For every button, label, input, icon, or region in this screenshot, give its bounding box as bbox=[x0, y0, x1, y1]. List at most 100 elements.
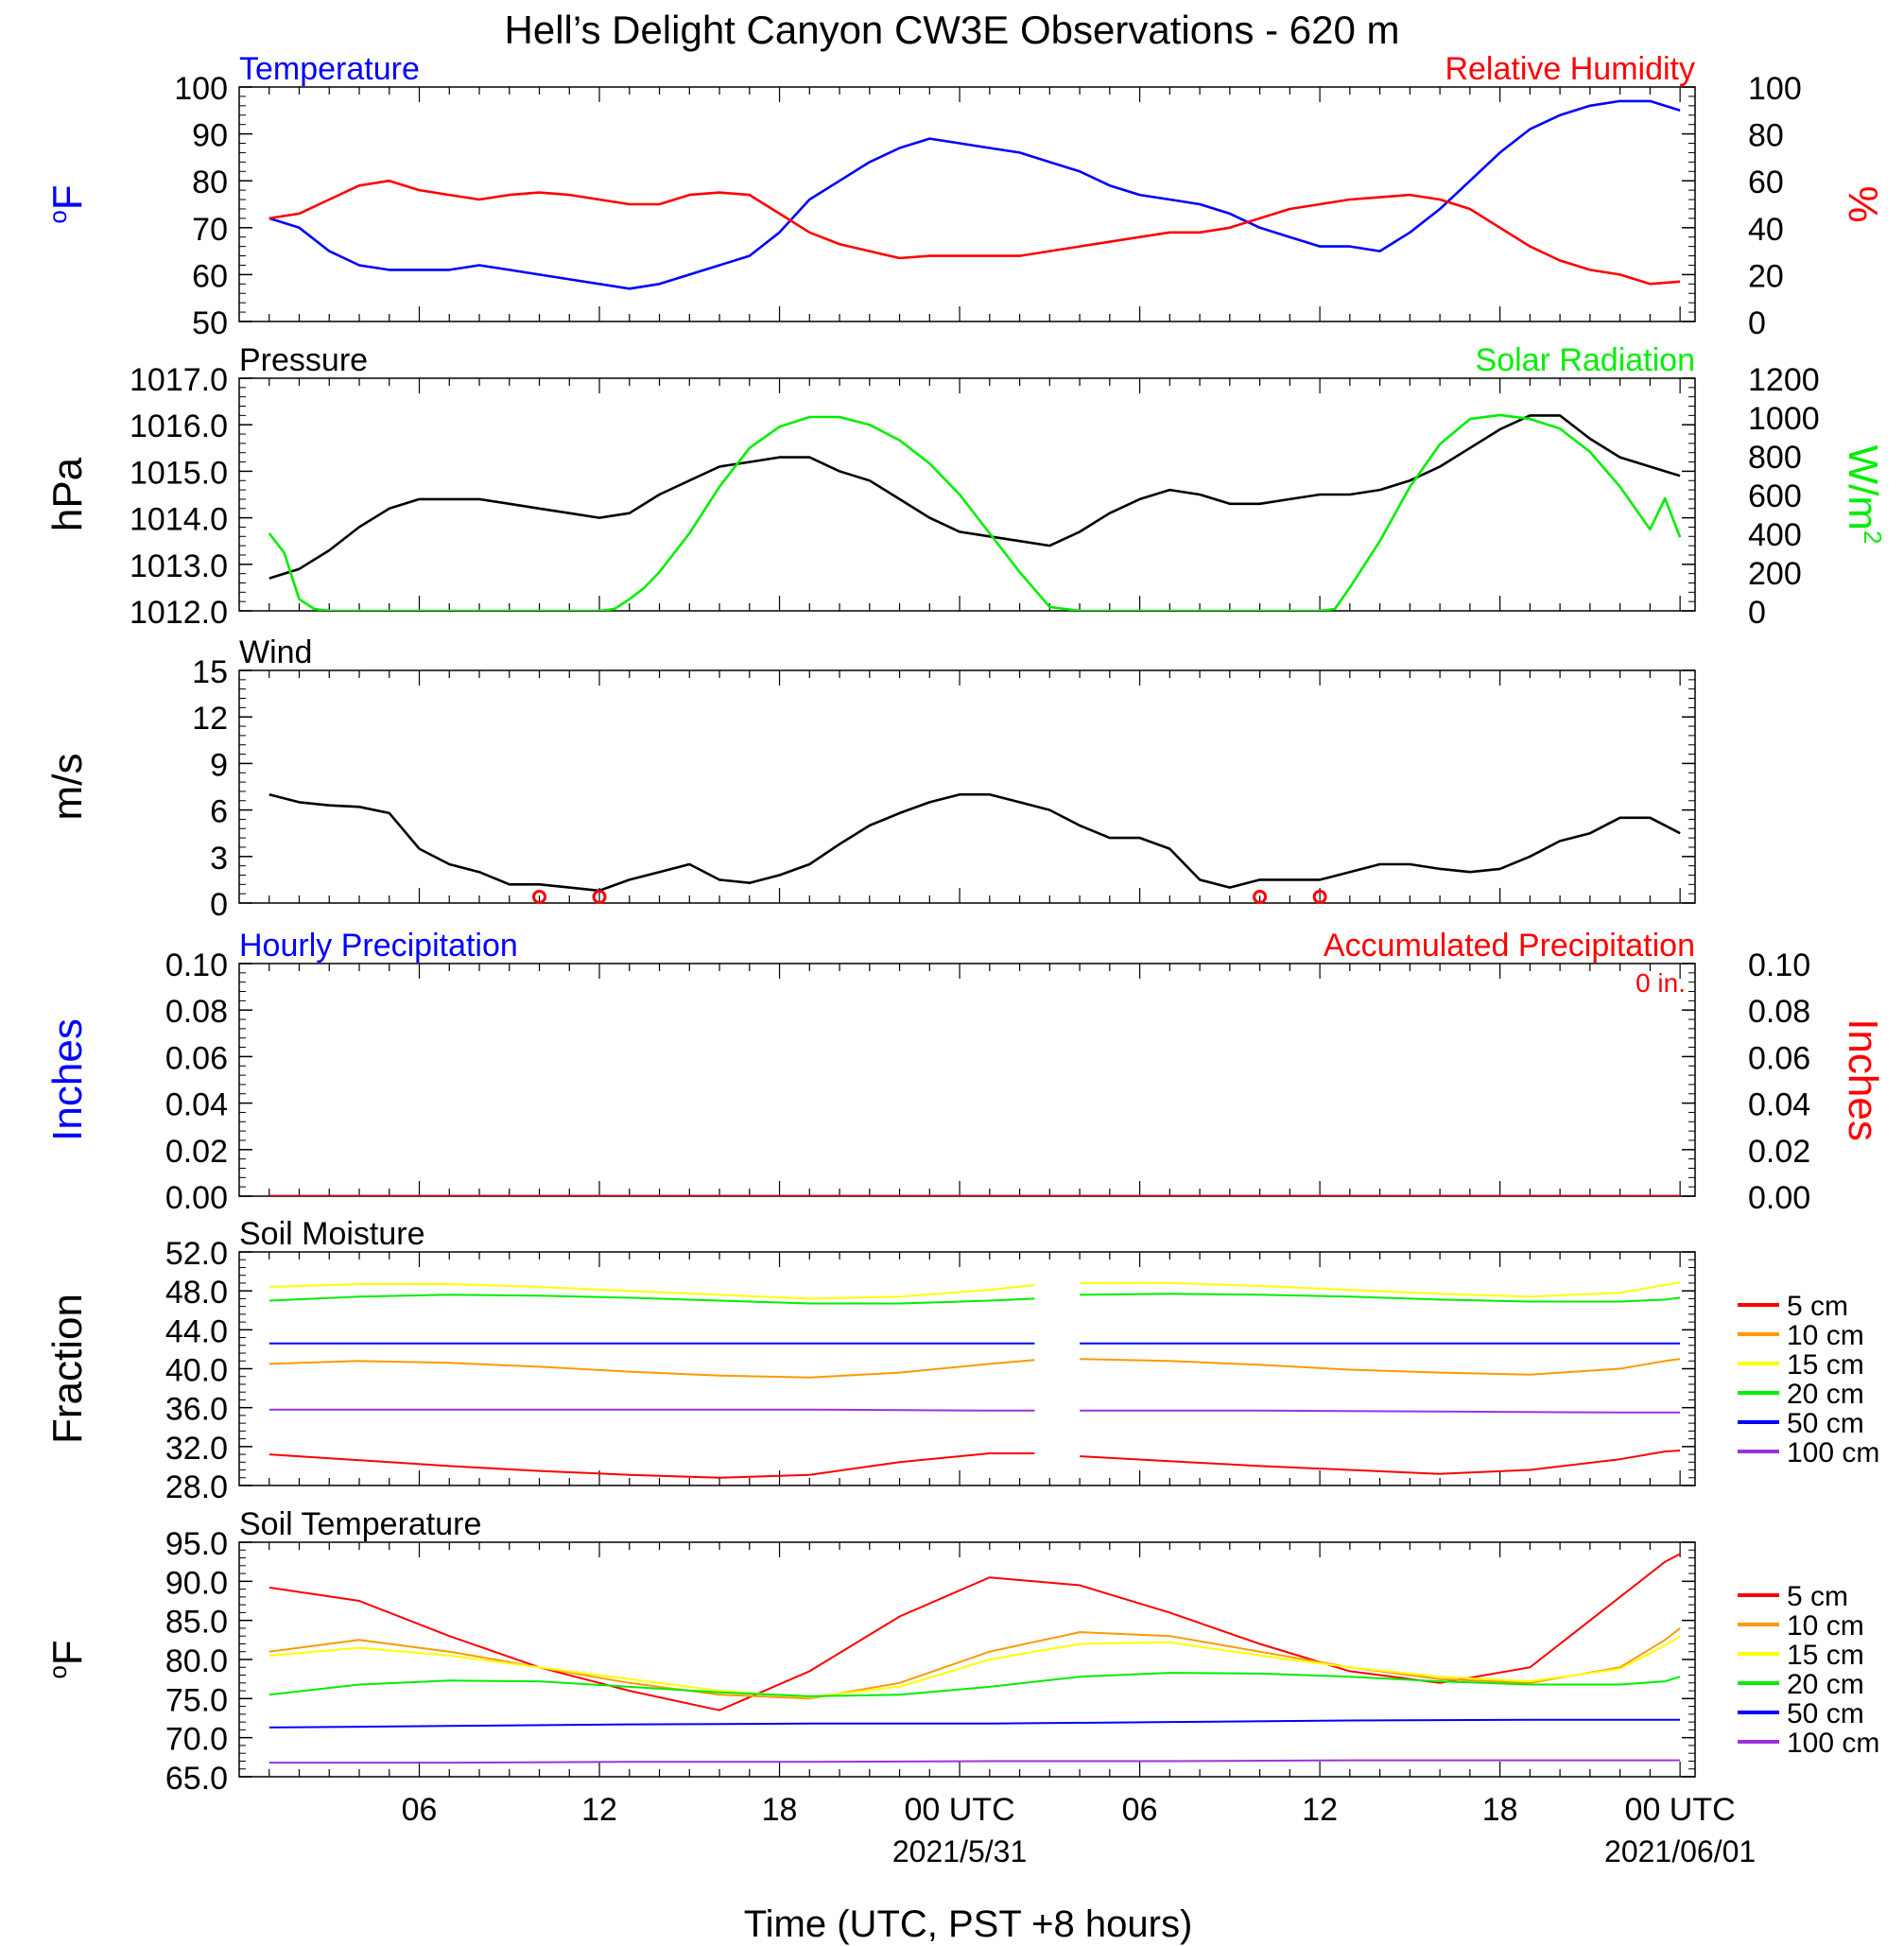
panel-right-label: Solar Radiation bbox=[1476, 342, 1695, 378]
unit-f: F bbox=[44, 1640, 91, 1665]
y-left-tick-label: 6 bbox=[210, 794, 228, 830]
panel-left-label: Hourly Precipitation bbox=[239, 928, 518, 964]
plot-frame bbox=[238, 963, 1696, 1197]
x-tick-label: 12 bbox=[1302, 1792, 1338, 1828]
y-left-tick-label: 12 bbox=[192, 701, 228, 737]
series-temperature bbox=[268, 99, 1681, 290]
y-right-tick-label: 1200 bbox=[1748, 362, 1820, 398]
y-right-tick-label: 80 bbox=[1748, 118, 1784, 154]
y-left-tick-label: 0.02 bbox=[165, 1134, 228, 1170]
y-left-tick-label: 0.04 bbox=[165, 1087, 228, 1123]
legend-label: 15 cm bbox=[1787, 1640, 1864, 1671]
y-left-tick-label: 100 bbox=[174, 71, 228, 107]
y-left-tick-label: 70.0 bbox=[165, 1722, 228, 1758]
x-date-label: 2021/5/31 bbox=[892, 1834, 1027, 1868]
panel-left-label: Soil Moisture bbox=[239, 1216, 425, 1252]
y-left-tick-label: 75.0 bbox=[165, 1682, 228, 1718]
y-left-tick-label: 50 bbox=[192, 305, 228, 341]
y-left-tick-label: 1014.0 bbox=[130, 502, 228, 538]
plot-frame bbox=[238, 377, 1696, 612]
y-left-title: oF bbox=[43, 1640, 91, 1678]
y-right-title: Inches bbox=[1840, 1018, 1886, 1141]
panel-left-label: Wind bbox=[239, 634, 312, 670]
x-tick-label: 06 bbox=[402, 1792, 438, 1828]
y-left-tick-label: 0.08 bbox=[165, 994, 228, 1030]
y-left-tick-label: 52.0 bbox=[165, 1236, 228, 1272]
series-5-cm bbox=[268, 1553, 1681, 1711]
y-left-tick-label: 32.0 bbox=[165, 1431, 228, 1467]
x-tick-label: 18 bbox=[762, 1792, 798, 1828]
y-left-tick-label: 85.0 bbox=[165, 1605, 228, 1641]
plot-frame bbox=[238, 1251, 1696, 1486]
series-100-cm bbox=[268, 1408, 1681, 1414]
series-pressure bbox=[268, 414, 1681, 580]
series-5-cm bbox=[268, 1450, 1681, 1479]
panel-pressure-solar: 1017.0 1016.0 1015.0 1014.0 1013.0 1012.0 1200… bbox=[44, 342, 1887, 631]
legend-label: 20 cm bbox=[1787, 1379, 1864, 1410]
legend-label: 50 cm bbox=[1787, 1408, 1864, 1439]
y-right-tick-label: 0.08 bbox=[1748, 994, 1810, 1030]
series-10-cm bbox=[268, 1358, 1681, 1379]
y-left-tick-label: 48.0 bbox=[165, 1275, 228, 1311]
legend-label: 15 cm bbox=[1787, 1349, 1864, 1381]
y-right-tick-label: 0.00 bbox=[1748, 1180, 1810, 1216]
y-right-tick-label: 600 bbox=[1748, 478, 1802, 514]
y-left-tick-label: 0 bbox=[210, 887, 228, 923]
calm-wind-marker bbox=[532, 889, 547, 904]
panel-precipitation: 0.10 0.08 0.06 0.04 0.02 0.00 0.10 0.08 0.06 0.04… bbox=[44, 928, 1886, 1216]
panel-annotation: 0 in. bbox=[1636, 968, 1686, 998]
panel-right-label: Accumulated Precipitation bbox=[1324, 928, 1695, 964]
plot-frame bbox=[238, 669, 1696, 904]
y-left-tick-label: 15 bbox=[192, 654, 228, 690]
y-left-tick-label: 1013.0 bbox=[130, 548, 228, 584]
y-left-tick-label: 28.0 bbox=[165, 1469, 228, 1505]
y-left-tick-label: 1015.0 bbox=[130, 455, 228, 491]
y-right-tick-label: 100 bbox=[1748, 71, 1802, 107]
y-right-tick-label: 0.10 bbox=[1748, 947, 1810, 983]
y-left-tick-label: 0.10 bbox=[165, 947, 228, 983]
y-left-title: m/s bbox=[44, 754, 91, 821]
calm-wind-marker bbox=[592, 889, 607, 904]
calm-wind-marker bbox=[1312, 889, 1327, 904]
panel-soil-moisture: 52.048.044.0 40.036.032.028.0 Soil Moistur… bbox=[44, 1216, 1879, 1505]
y-right-tick-label: 20 bbox=[1748, 258, 1784, 294]
series-100-cm bbox=[268, 1759, 1681, 1764]
y-left-tick-label: 60 bbox=[192, 258, 228, 294]
y-left-title: Inches bbox=[44, 1018, 91, 1141]
y-left-tick-label: 70 bbox=[192, 212, 228, 248]
legend-label: 50 cm bbox=[1787, 1698, 1864, 1729]
y-right-tick-label: 0.02 bbox=[1748, 1134, 1810, 1170]
y-left-tick-label: 44.0 bbox=[165, 1313, 228, 1349]
y-left-tick-label: 1017.0 bbox=[130, 362, 228, 398]
x-date-label: 2021/06/01 bbox=[1604, 1834, 1756, 1868]
x-tick-label: 12 bbox=[581, 1792, 617, 1828]
y-right-title: % bbox=[1840, 185, 1886, 222]
y-left-tick-label: 0.06 bbox=[165, 1040, 228, 1076]
panel-left-label: Soil Temperature bbox=[239, 1506, 481, 1542]
y-left-title: hPa bbox=[44, 457, 91, 531]
y-left-tick-label: 90 bbox=[192, 118, 228, 154]
x-axis-title: Time (UTC, PST +8 hours) bbox=[744, 1903, 1193, 1945]
series-20-cm bbox=[268, 1672, 1681, 1697]
y-right-tick-label: 0.06 bbox=[1748, 1040, 1810, 1076]
y-left-tick-label: 9 bbox=[210, 747, 228, 783]
legend-label: 10 cm bbox=[1787, 1610, 1864, 1642]
series-15-cm bbox=[268, 1635, 1681, 1698]
series-20-cm bbox=[268, 1293, 1681, 1305]
unit-sup: 2 bbox=[1859, 530, 1887, 544]
legend-label: 5 cm bbox=[1787, 1581, 1848, 1612]
x-tick-label: 00 UTC bbox=[904, 1792, 1014, 1828]
degree-sup: o bbox=[43, 210, 72, 223]
panel-wind: 15 12 9 6 3 0 Wind m/s bbox=[44, 634, 1696, 923]
series-relative-humidity bbox=[268, 179, 1681, 286]
y-right-tick-label: 200 bbox=[1748, 556, 1802, 592]
legend-label: 10 cm bbox=[1787, 1320, 1864, 1351]
calm-wind-marker bbox=[1253, 889, 1268, 904]
y-left-tick-label: 0.00 bbox=[165, 1180, 228, 1216]
legend-label: 100 cm bbox=[1787, 1728, 1879, 1759]
panel-temperature-humidity: 100 90 80 70 60 50 100 80 60 40 20 0 Temperature Rela… bbox=[43, 51, 1886, 341]
legend-label: 20 cm bbox=[1787, 1669, 1864, 1700]
y-left-tick-label: 40.0 bbox=[165, 1353, 228, 1389]
y-right-tick-label: 400 bbox=[1748, 517, 1802, 553]
